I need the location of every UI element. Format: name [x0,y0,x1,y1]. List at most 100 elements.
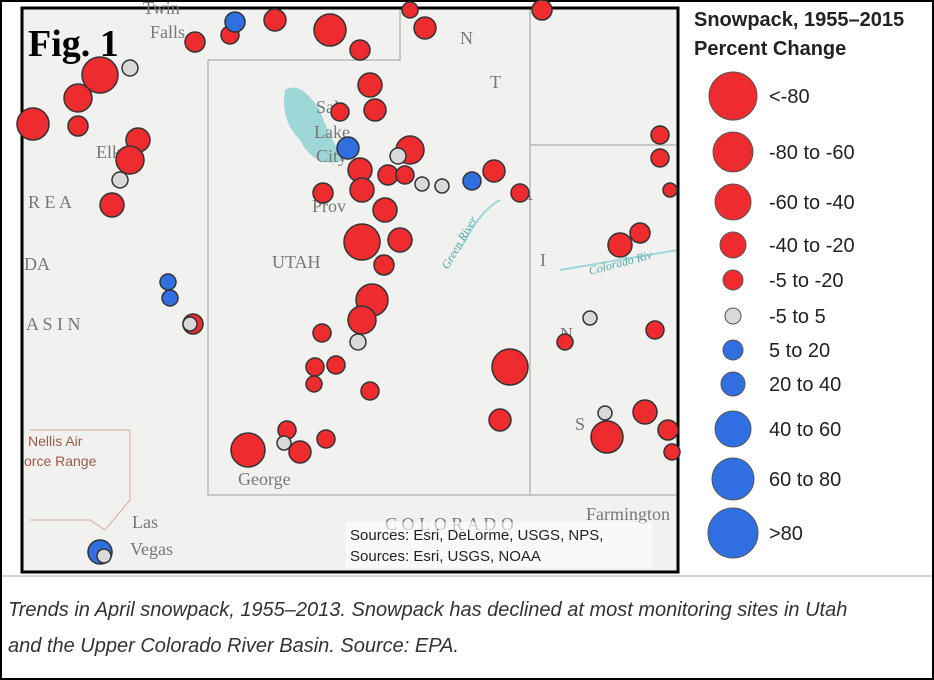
legend-title: Snowpack, 1955–2015 [694,9,904,31]
site-marker [389,147,407,165]
site-marker [81,56,119,94]
site-marker [305,357,325,377]
sources-bg [346,522,652,568]
legend-swatch [711,457,755,501]
site-marker [305,375,323,393]
site-marker [414,176,430,192]
legend-label: >80 [769,523,803,545]
legend-swatch [712,131,754,173]
sources: Sources: Esri, USGS, NOAA [350,548,541,565]
site-marker [395,165,415,185]
legend-swatch [707,507,759,559]
legend-swatch [722,269,744,291]
legend-swatch [708,71,758,121]
site-marker [159,273,177,291]
site-marker [373,254,395,276]
site-marker [650,148,670,168]
site-marker [360,381,380,401]
legend-label: -5 to -20 [769,270,843,292]
legend-label: 40 to 60 [769,419,841,441]
site-marker [491,348,529,386]
site-marker [224,11,246,33]
site-marker [629,222,651,244]
legend-swatch [724,307,742,325]
site-marker [349,333,367,351]
site-marker [349,39,371,61]
site-marker [326,355,346,375]
legend-label: -40 to -20 [769,235,855,257]
map-label: Lake [314,122,350,142]
site-marker [67,115,89,137]
site-marker [312,323,332,343]
map-label: N [460,28,473,48]
map-label: George [238,469,291,489]
site-marker [372,197,398,223]
map-label: UTAH [272,252,321,272]
map-label: orce Range [24,453,97,469]
site-marker [663,443,681,461]
site-marker [650,125,670,145]
great-salt-lake [284,87,345,163]
site-marker [645,320,665,340]
map-label: Elk [96,142,121,162]
site-marker [482,159,506,183]
site-marker [607,232,633,258]
site-marker [288,440,312,464]
site-marker [336,136,360,160]
state-borders [207,8,678,496]
site-marker [121,59,139,77]
legend-swatch [714,183,752,221]
site-marker [263,8,287,32]
map-border [20,6,680,574]
site-marker [488,408,512,432]
map-features [30,8,679,531]
legend-swatch [722,339,744,361]
map-label: I [540,250,546,270]
legend-label: -5 to 5 [769,306,826,328]
site-marker [582,310,598,326]
caption: and the Upper Colorado River Basin. Sour… [8,635,459,657]
map-label: Las [132,512,158,532]
site-marker [413,16,437,40]
legend-title: Percent Change [694,38,846,60]
caption: Trends in April snowpack, 1955–2013. Sno… [8,599,847,621]
map-label: Twin [143,0,180,18]
site-marker [357,72,383,98]
map-label: DA [24,254,50,274]
map-background [22,8,678,572]
site-marker [182,316,198,332]
site-marker [115,145,145,175]
site-marker [510,183,530,203]
legend-label: 60 to 80 [769,469,841,491]
site-marker [316,429,336,449]
site-marker [662,182,678,198]
site-marker [349,177,375,203]
site-marker [632,399,658,425]
sources: Sources: Esri, DeLorme, USGS, NPS, [350,527,603,544]
map-label: S [575,414,585,434]
site-marker [387,227,413,253]
site-marker [96,548,112,564]
site-marker [377,164,399,186]
site-marker [363,98,387,122]
map-label: Falls [150,22,185,42]
site-marker [434,178,450,194]
site-marker [343,223,381,261]
site-marker [16,107,50,141]
site-marker [161,289,179,307]
site-marker [597,405,613,421]
site-marker [313,13,347,47]
site-marker [184,31,206,53]
site-marker [230,432,266,468]
legend-label: 5 to 20 [769,340,830,362]
rivers [459,199,679,271]
site-marker [556,333,574,351]
range-border [30,429,131,531]
legend-label: -60 to -40 [769,192,855,214]
site-marker [111,171,129,189]
map-label: R E A [28,192,72,212]
map-label: A S I N [26,314,81,334]
map-label: Farmington [586,504,670,524]
site-marker [531,0,553,21]
